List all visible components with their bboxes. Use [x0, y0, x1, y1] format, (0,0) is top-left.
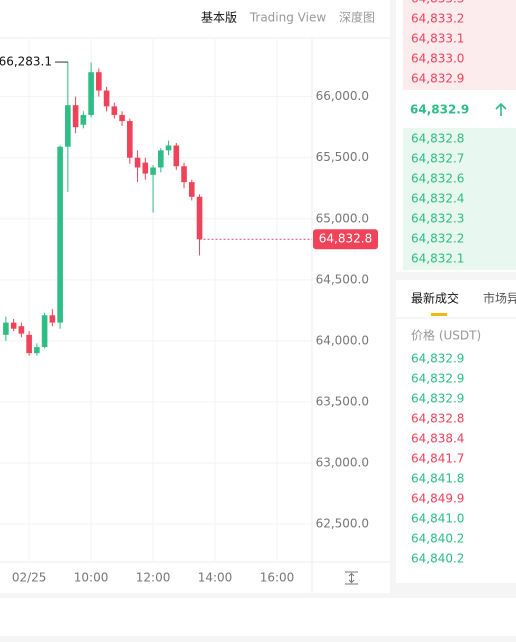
- x-tick-label: 14:00: [198, 571, 233, 585]
- trade-price: 64,832.9: [411, 372, 464, 386]
- max-annotation: 66,283.1: [0, 55, 52, 69]
- tab[interactable]: 深度图: [339, 10, 375, 25]
- y-tick-label: 64,500.0: [316, 272, 369, 286]
- candle-body: [88, 72, 94, 115]
- ask-price: 64,833.1: [411, 32, 464, 46]
- trade-price: 64,849.9: [411, 492, 464, 506]
- chart-panel: [0, 0, 390, 593]
- ask-price: 64,833.2: [411, 12, 464, 26]
- y-tick-label: 65,500.0: [316, 150, 369, 164]
- bid-depth: [403, 128, 516, 270]
- tab-indicator: [431, 313, 447, 316]
- bid-price: 64,832.1: [411, 252, 464, 266]
- candle-body: [119, 114, 125, 122]
- bid-price: 64,832.8: [411, 132, 464, 146]
- trade-price: 64,840.2: [411, 532, 464, 546]
- tab[interactable]: 基本版: [201, 11, 237, 25]
- candle-body: [150, 167, 156, 175]
- trade-price: 64,832.9: [411, 352, 464, 366]
- y-tick-label: 63,000.0: [316, 456, 369, 470]
- candle-body: [65, 105, 71, 147]
- candle-body: [181, 166, 187, 183]
- x-tick-label: 10:00: [74, 571, 109, 585]
- y-tick-label: 64,000.0: [316, 333, 369, 347]
- candle-body: [10, 322, 17, 329]
- trade-price: 64,841.8: [411, 472, 464, 486]
- fit-icon[interactable]: [345, 571, 358, 585]
- bottom-bar: [0, 598, 516, 636]
- candle-body: [127, 121, 133, 158]
- candle-body: [142, 162, 149, 174]
- candle-body: [49, 315, 56, 323]
- x-tick-label: 16:00: [260, 571, 295, 585]
- candle-body: [41, 315, 48, 348]
- bid-price: 64,832.2: [411, 232, 464, 246]
- trade-price: 64,841.0: [411, 512, 464, 526]
- trade-price: 64,838.4: [411, 432, 464, 446]
- trade-price: 64,841.7: [411, 452, 464, 466]
- tab[interactable]: Trading View: [249, 11, 327, 25]
- column-header: 价格 (USDT): [411, 328, 481, 343]
- y-tick-label: 66,000.0: [316, 89, 369, 103]
- candle-body: [158, 150, 164, 168]
- trade-price: 64,832.9: [411, 392, 464, 406]
- bid-price: 64,832.7: [411, 152, 464, 166]
- ask-price: 64,833.3: [411, 0, 464, 6]
- candle-body: [80, 114, 87, 125]
- order-book: 64,833.3 64,833.2 64,833.1 64,833.0 64,832.9…: [411, 0, 464, 266]
- x-tick-label: 12:00: [136, 571, 171, 585]
- candle-body: [3, 322, 9, 335]
- candle-body: [103, 90, 110, 107]
- last-price-box: [313, 229, 378, 250]
- candle-body: [96, 72, 102, 91]
- candle-body: [165, 145, 172, 151]
- candle-body: [188, 182, 195, 197]
- ask-price: 64,833.0: [411, 52, 464, 66]
- last-price-label: 64,832.8: [319, 232, 372, 246]
- trades-list: 64,832.9 64,832.9 64,832.9 64,832.8 64,838.4…: [411, 352, 464, 566]
- y-tick-label: 62,500.0: [316, 517, 369, 531]
- candle-body: [134, 157, 141, 168]
- trade-price: 64,832.8: [411, 412, 464, 426]
- candle-body: [173, 145, 180, 167]
- plot: 62,500.0 63,000.0 63,500.0 64,000.0 64,500.0…: [0, 38, 378, 585]
- bid-price: 64,832.4: [411, 192, 464, 206]
- candle-body: [72, 105, 79, 128]
- ask-depth: [403, 0, 516, 90]
- candle-body: [111, 106, 118, 115]
- y-tick-label: 65,000.0: [316, 211, 369, 225]
- trade-price: 64,840.2: [411, 552, 464, 566]
- ask-price: 64,832.9: [411, 72, 464, 86]
- candle-body: [57, 146, 63, 323]
- bid-price: 64,832.3: [411, 212, 464, 226]
- bid-price: 64,832.6: [411, 172, 464, 186]
- candle-body: [34, 347, 40, 354]
- trades-tab[interactable]: 最新成交: [411, 291, 459, 306]
- trades-tab[interactable]: 市场异: [483, 291, 516, 306]
- mid-price: 64,832.9: [410, 103, 469, 117]
- up-arrow: [495, 102, 507, 116]
- x-tick-label: 02/25: [12, 571, 47, 585]
- candle-body: [196, 196, 203, 240]
- candle-body: [26, 334, 32, 354]
- trades-panel: [396, 280, 516, 583]
- candle-body: [18, 326, 25, 334]
- y-tick-label: 63,500.0: [316, 394, 369, 408]
